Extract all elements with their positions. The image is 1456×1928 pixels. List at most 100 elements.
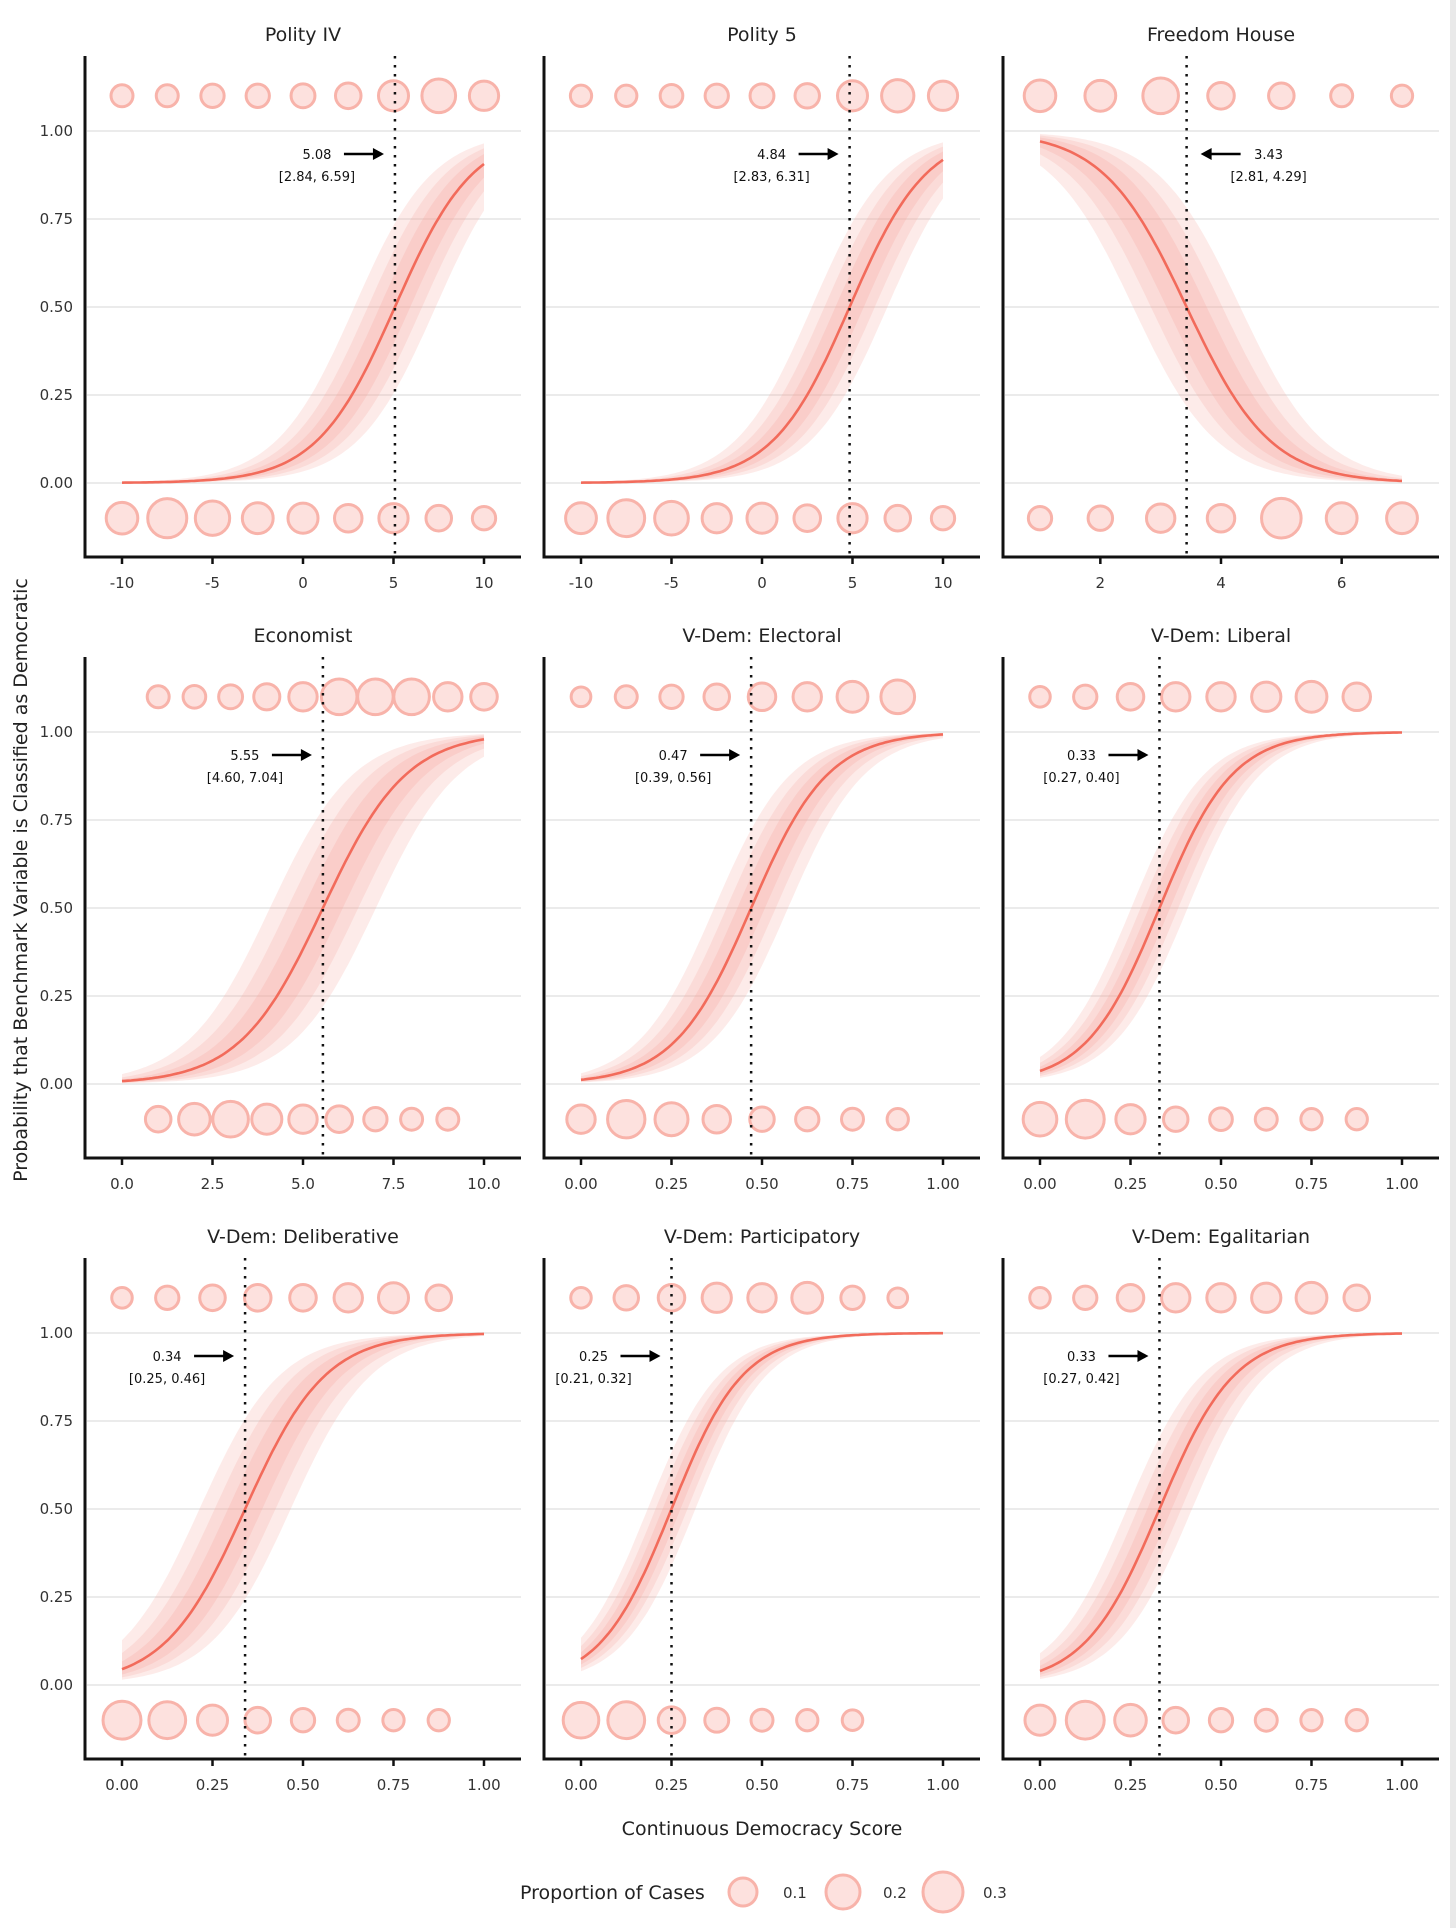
- bubble-bottom: [564, 501, 598, 536]
- bubble-bottom: [1023, 1703, 1057, 1737]
- confidence-band: [122, 1333, 484, 1678]
- x-tick-label: 0.50: [1204, 1776, 1237, 1794]
- bubble-top: [1294, 1280, 1329, 1315]
- panel: V-Dem: Liberal 0.33 [0.27, 0.40] 0.00 0.25 0.…: [1001, 625, 1439, 1193]
- bubble-top: [332, 1282, 364, 1314]
- panel-title: Freedom House: [1147, 24, 1295, 46]
- confidence-band: [122, 735, 484, 1083]
- x-tick-label: 0.75: [1295, 1776, 1328, 1794]
- bubble-bottom: [286, 501, 320, 535]
- panel-title: Polity 5: [727, 24, 797, 46]
- confidence-band: [581, 142, 943, 483]
- bubble-top: [319, 677, 359, 717]
- bubble-bottom: [1161, 1705, 1191, 1735]
- x-tick-label: 10: [474, 574, 493, 592]
- panel-title: V-Dem: Electoral: [682, 625, 841, 647]
- panel: V-Dem: Deliberative 0.00 0.25 0.50 0.75 1.00 0…: [40, 1226, 521, 1794]
- y-tick-label: 0.50: [40, 899, 73, 917]
- legend-title: Proportion of Cases: [520, 1882, 705, 1904]
- bubble-bottom: [606, 498, 647, 539]
- probability-curve: [121, 162, 485, 484]
- x-tick-label: 0.50: [745, 1776, 778, 1794]
- confidence-band: [122, 736, 484, 1083]
- bubble-top: [658, 82, 685, 109]
- x-tick-label: 0.25: [1114, 1776, 1147, 1794]
- bubble-bottom: [653, 1101, 690, 1138]
- scrollbar-strip: [1450, 0, 1456, 1928]
- y-tick-label: 0.50: [40, 1500, 73, 1518]
- arrow-head: [1137, 1350, 1149, 1362]
- bubble-bottom: [435, 1106, 461, 1132]
- bubble-bottom: [1113, 1702, 1148, 1738]
- x-tick-label: 2: [1096, 574, 1106, 592]
- probability-curve: [121, 1332, 485, 1671]
- bubble-top: [613, 684, 639, 710]
- arrow-head: [827, 148, 839, 160]
- confidence-band: [581, 146, 943, 483]
- y-tick-label: 0.75: [40, 210, 73, 228]
- bubble-top: [376, 1281, 411, 1315]
- panel-title: Economist: [254, 625, 353, 647]
- threshold-ci: [4.60, 7.04]: [207, 771, 283, 786]
- bubble-bottom: [1260, 496, 1303, 540]
- panel-title: V-Dem: Deliberative: [207, 1226, 399, 1248]
- bubble-top: [748, 82, 776, 110]
- bubble-top: [658, 683, 685, 710]
- bubble-bottom: [362, 1106, 389, 1133]
- x-tick-label: 0.75: [1295, 1175, 1328, 1193]
- bubble-bottom: [1253, 1106, 1279, 1132]
- bubble-bottom: [195, 1703, 230, 1737]
- bubble-top: [288, 1283, 318, 1313]
- confidence-band: [1040, 1333, 1402, 1675]
- bubble-bottom: [1344, 1708, 1369, 1733]
- bubble-top: [217, 683, 245, 711]
- bubble-bottom: [701, 1103, 732, 1135]
- bubble-top: [886, 1286, 910, 1310]
- bubble-top: [252, 682, 282, 712]
- bubble-bottom: [653, 499, 690, 537]
- x-axis-title: Continuous Democracy Score: [622, 1818, 903, 1840]
- bubble-top: [1028, 685, 1052, 709]
- bubble-top: [835, 679, 870, 714]
- x-tick-label: -10: [110, 574, 135, 592]
- bubble-top: [702, 682, 732, 712]
- bubble-top: [1205, 681, 1237, 713]
- bubble-bottom: [104, 500, 140, 536]
- bubble-bottom: [243, 1705, 273, 1735]
- bubble-top: [420, 77, 458, 115]
- bubble-top: [612, 1284, 640, 1312]
- confidence-band: [581, 733, 943, 1082]
- bubble-bottom: [240, 501, 275, 536]
- bubble-bottom: [335, 1707, 361, 1733]
- panels-group: Polity IV0.000.250.500.751.005.08[2.84, …: [40, 24, 1439, 1794]
- bubble-top: [568, 83, 594, 108]
- bubble-top: [110, 1286, 134, 1310]
- y-tick-label: 0.25: [40, 1588, 73, 1606]
- bubble-bottom: [1064, 1098, 1106, 1140]
- bubble-top: [181, 683, 208, 710]
- bubble-bottom: [333, 502, 364, 534]
- bubble-bottom: [211, 1099, 250, 1139]
- panel: V-Dem: Participatory 0.25 [0.21, 0.32] 0.00…: [542, 1226, 980, 1794]
- bubble-top: [242, 1283, 273, 1313]
- bubble-bottom: [748, 1105, 776, 1133]
- legend-label: 0.2: [883, 1884, 907, 1902]
- threshold-ci: [2.83, 6.31]: [733, 170, 809, 185]
- legend-label: 0.3: [983, 1884, 1007, 1902]
- bubble-top: [1160, 681, 1192, 713]
- bubble-top: [145, 684, 171, 710]
- bubble-bottom: [1324, 501, 1359, 536]
- bubble-top: [569, 685, 593, 709]
- probability-curve: [1039, 731, 1402, 1073]
- x-tick-label: 10: [933, 574, 952, 592]
- bubble-top: [1115, 1283, 1146, 1313]
- bubble-top: [1267, 81, 1296, 111]
- y-tick-label: 0.25: [40, 987, 73, 1005]
- panel-title: V-Dem: Egalitarian: [1132, 1226, 1310, 1248]
- bubble-bottom: [883, 503, 913, 533]
- confidence-band: [1040, 137, 1402, 482]
- bubble-top: [835, 79, 870, 113]
- x-tick-label: -5: [664, 574, 679, 592]
- confidence-band: [1040, 732, 1402, 1075]
- bubble-bottom: [1114, 1103, 1147, 1136]
